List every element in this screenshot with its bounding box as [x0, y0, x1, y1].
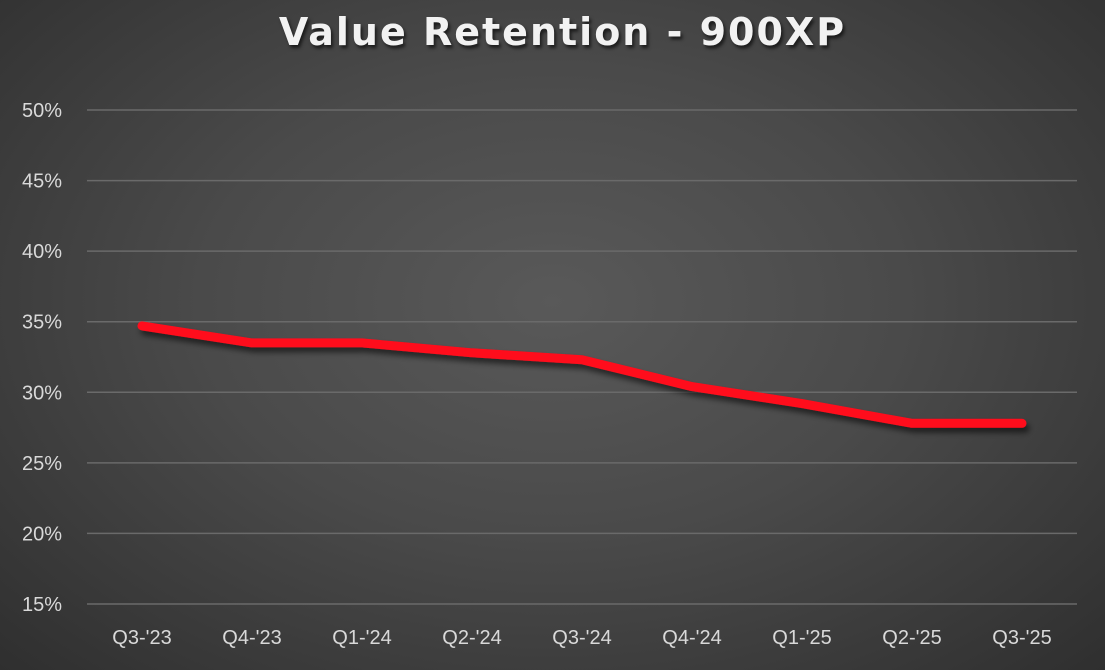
x-tick-label: Q2-'25 — [882, 627, 941, 649]
x-tick-label: Q3-'24 — [552, 627, 611, 649]
y-tick-label: 40% — [22, 241, 62, 263]
x-tick-label: Q4-'23 — [222, 627, 281, 649]
chart-title: Value Retention - 900XP — [278, 10, 847, 54]
x-tick-label: Q2-'24 — [442, 627, 501, 649]
x-tick-label: Q1-'25 — [772, 627, 831, 649]
x-tick-label: Q3-'23 — [112, 627, 171, 649]
series-line — [137, 321, 1027, 428]
x-tick-label: Q3-'25 — [992, 627, 1051, 649]
y-tick-label: 25% — [22, 453, 62, 475]
y-tick-label: 20% — [22, 523, 62, 545]
gridlines — [87, 109, 1077, 605]
y-tick-label: 35% — [22, 312, 62, 334]
x-tick-label: Q4-'24 — [662, 627, 721, 649]
x-axis-labels: Q3-'23 Q4-'23 Q1-'24 Q2-'24 Q3-'24 Q4-'24 Q1-'… — [112, 627, 1051, 649]
y-axis-labels: 15% 20% 25% 30% 35% 40% 45% 50% — [22, 100, 62, 616]
y-tick-label: 30% — [22, 382, 62, 404]
y-tick-label: 15% — [22, 594, 62, 616]
y-tick-label: 45% — [22, 171, 62, 193]
y-tick-label: 50% — [22, 100, 62, 122]
data-series — [137, 321, 1027, 428]
x-tick-label: Q1-'24 — [332, 627, 391, 649]
